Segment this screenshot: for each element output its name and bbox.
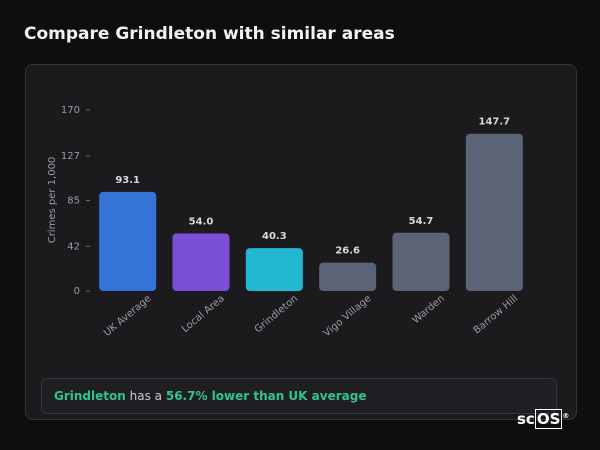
bar (319, 262, 377, 291)
logo-prefix: sc (517, 410, 535, 428)
logo-mark: ® (562, 412, 570, 420)
summary-area: Grindleton (54, 389, 126, 403)
summary-highlight: 56.7% lower than UK average (165, 389, 367, 403)
summary-text: has a (129, 389, 163, 403)
bar (465, 133, 523, 291)
x-tick-label: Warden (411, 293, 447, 326)
value-label: 54.7 (409, 216, 434, 227)
bar (99, 191, 157, 291)
x-tick-label: Barrow Hill (472, 293, 521, 336)
y-axis-label: Crimes per 1,000 (47, 157, 58, 244)
x-tick-label: Local Area (180, 293, 227, 335)
value-label: 26.6 (335, 246, 360, 257)
bar (172, 233, 230, 291)
bar (245, 248, 303, 291)
x-tick-label: Grindleton (253, 293, 300, 335)
x-tick-label: UK Average (102, 293, 154, 339)
value-label: 93.1 (115, 175, 140, 186)
x-tick-label: Vigo Village (322, 293, 374, 339)
y-tick-label: 170 (61, 105, 80, 116)
y-tick-label: 85 (67, 196, 80, 207)
value-label: 147.7 (479, 117, 511, 128)
logo-boxed: OS (534, 409, 563, 429)
summary: Grindleton has a 56.7% lower than UK ave… (41, 378, 557, 414)
page-title: Compare Grindleton with similar areas (24, 24, 395, 44)
value-label: 54.0 (189, 217, 214, 228)
y-tick-label: 127 (61, 151, 80, 162)
value-label: 40.3 (262, 231, 287, 242)
y-tick-label: 42 (67, 241, 80, 252)
logo: sc OS ® (517, 409, 570, 429)
y-tick-label: 0 (74, 286, 80, 297)
bar (392, 232, 450, 291)
